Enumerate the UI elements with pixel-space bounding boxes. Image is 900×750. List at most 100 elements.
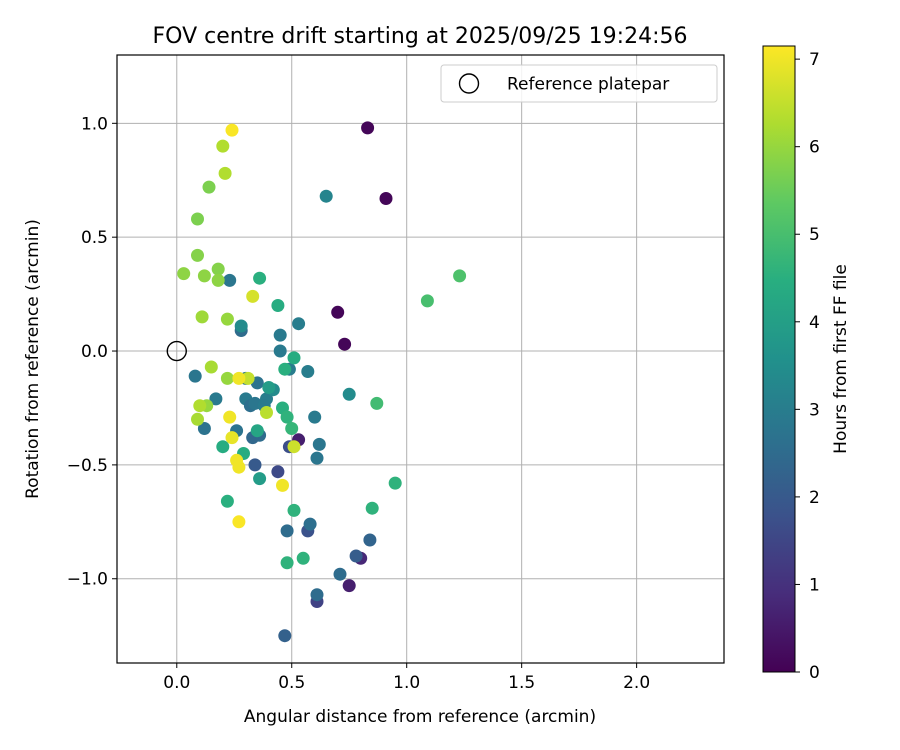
scatter-point xyxy=(246,289,260,303)
scatter-point xyxy=(310,588,324,602)
scatter-point xyxy=(363,533,377,547)
scatter-point xyxy=(216,139,230,153)
scatter-point xyxy=(204,360,218,374)
scatter-point xyxy=(191,248,204,262)
y-tick-label: 0.0 xyxy=(81,342,108,362)
scatter-point xyxy=(220,371,234,385)
x-tick-label: 1.0 xyxy=(393,673,420,693)
scatter-point xyxy=(216,440,230,454)
scatter-point xyxy=(202,180,216,194)
scatter-point xyxy=(241,371,255,385)
scatter-point xyxy=(177,267,191,281)
scatter-point xyxy=(232,371,246,385)
scatter-point xyxy=(333,567,347,581)
scatter-point xyxy=(420,294,434,308)
scatter-point xyxy=(225,123,239,137)
plot-frame xyxy=(116,54,725,664)
scatter-point xyxy=(370,396,384,410)
scatter-point xyxy=(273,344,287,358)
scatter-point xyxy=(273,328,287,342)
reference-platepar-marker xyxy=(166,340,187,362)
scatter-point xyxy=(211,262,225,276)
scatter-point xyxy=(271,465,285,479)
scatter-point xyxy=(193,399,207,413)
scatter-point xyxy=(195,310,209,324)
y-axis-ticks: −1.0 −0.5 0.0 0.5 1.0 xyxy=(67,114,117,590)
scatter-point xyxy=(232,460,246,474)
y-tick-label: 1.0 xyxy=(81,114,108,134)
scatter-point xyxy=(361,121,375,135)
scatter-point xyxy=(342,387,356,401)
scatter-points xyxy=(177,121,467,643)
scatter-point xyxy=(197,422,211,435)
scatter-point xyxy=(388,476,402,490)
colorbar-tick-label: 5 xyxy=(809,225,820,245)
scatter-point xyxy=(310,451,324,465)
colorbar: 0 1 2 3 4 5 6 7 Hours from first FF file xyxy=(762,45,851,683)
colorbar-tick-label: 6 xyxy=(809,138,820,158)
scatter-point xyxy=(191,412,204,426)
scatter-point xyxy=(308,410,322,424)
scatter-point xyxy=(338,337,352,351)
legend-entry-reference: Reference platepar xyxy=(507,75,669,95)
scatter-point xyxy=(223,273,237,287)
colorbar-tick-label: 3 xyxy=(809,400,820,420)
scatter-point xyxy=(287,503,301,517)
scatter-point xyxy=(234,319,248,333)
scatter-point xyxy=(260,406,273,419)
scatter-point xyxy=(292,317,306,331)
scatter-point xyxy=(250,424,264,438)
colorbar-gradient xyxy=(762,45,796,673)
scatter-point xyxy=(312,437,326,451)
scatter-point xyxy=(296,551,310,565)
scatter-point xyxy=(271,299,285,312)
scatter-point xyxy=(211,273,225,287)
reference-marker-layer xyxy=(166,340,187,362)
colorbar-tick-label: 0 xyxy=(809,663,820,683)
x-tick-label: 0.5 xyxy=(278,673,305,693)
scatter-point xyxy=(278,362,292,376)
scatter-point xyxy=(331,305,345,319)
scatter-point xyxy=(191,212,204,226)
scatter-point xyxy=(223,410,237,424)
scatter-point xyxy=(209,392,223,406)
scatter-point xyxy=(188,369,202,383)
x-tick-label: 1.5 xyxy=(508,673,535,693)
scatter-point xyxy=(276,478,289,492)
scatter-point xyxy=(342,579,356,593)
x-axis-label: Angular distance from reference (arcmin) xyxy=(244,707,596,727)
x-tick-label: 2.0 xyxy=(623,673,650,693)
scatter-point xyxy=(253,271,267,285)
x-axis-ticks: 0.0 0.5 1.0 1.5 2.0 xyxy=(163,663,650,693)
scatter-point xyxy=(225,431,239,445)
colorbar-ticks: 0 1 2 3 4 5 6 7 xyxy=(795,50,820,683)
legend-reference-marker xyxy=(458,73,480,94)
scatter-point xyxy=(197,269,211,283)
scatter-point xyxy=(379,192,393,205)
scatter-point xyxy=(301,365,315,378)
scatter-point xyxy=(248,458,262,472)
scatter-point xyxy=(220,494,234,508)
colorbar-label: Hours from first FF file xyxy=(831,264,851,454)
scatter-point xyxy=(349,549,363,563)
y-axis-label: Rotation from reference (arcmin) xyxy=(23,219,43,499)
colorbar-tick-label: 2 xyxy=(809,488,820,508)
scatter-point xyxy=(280,410,294,424)
scatter-point xyxy=(253,472,267,486)
legend: Reference platepar xyxy=(440,64,718,103)
x-tick-label: 0.0 xyxy=(163,673,190,693)
scatter-point xyxy=(262,381,276,394)
y-tick-label: −0.5 xyxy=(67,456,108,476)
scatter-point xyxy=(287,351,301,365)
scatter-point xyxy=(303,517,317,531)
scatter-point xyxy=(232,515,246,529)
scatter-point xyxy=(278,629,292,643)
colorbar-tick-label: 4 xyxy=(809,313,820,333)
scatter-point xyxy=(453,269,467,283)
scatter-point xyxy=(319,189,333,203)
scatter-point xyxy=(280,524,294,538)
grid-lines xyxy=(117,55,724,663)
scatter-point xyxy=(280,556,294,570)
scatter-point xyxy=(287,440,301,454)
scatter-point xyxy=(220,312,234,326)
